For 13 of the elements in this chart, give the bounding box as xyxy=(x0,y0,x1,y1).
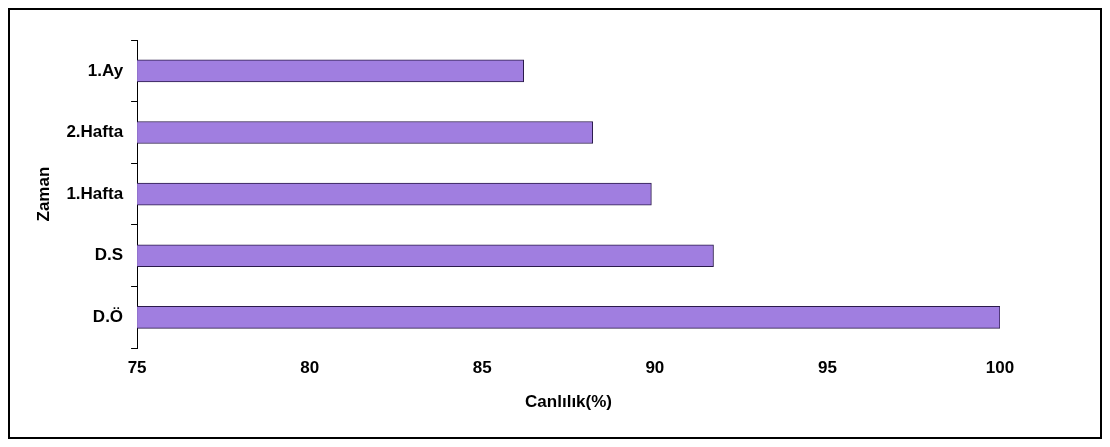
x-tick-label: 80 xyxy=(300,358,320,378)
x-tick-label: 90 xyxy=(645,358,665,378)
y-axis-title: Zaman xyxy=(33,166,53,222)
y-tick-label: 2.Hafta xyxy=(66,122,124,142)
x-tick-label: 100 xyxy=(985,358,1015,378)
y-tick-label: 1.Ay xyxy=(87,60,124,80)
y-tick-label: 1.Hafta xyxy=(66,183,124,203)
y-tick-label: D.Ö xyxy=(92,307,124,327)
x-tick-label: 75 xyxy=(127,358,147,378)
x-tick-label: 85 xyxy=(472,358,492,378)
x-axis-title: Canlılık(%) xyxy=(525,392,612,412)
x-tick-label: 95 xyxy=(817,358,837,378)
y-tick-label: D.S xyxy=(94,245,124,265)
